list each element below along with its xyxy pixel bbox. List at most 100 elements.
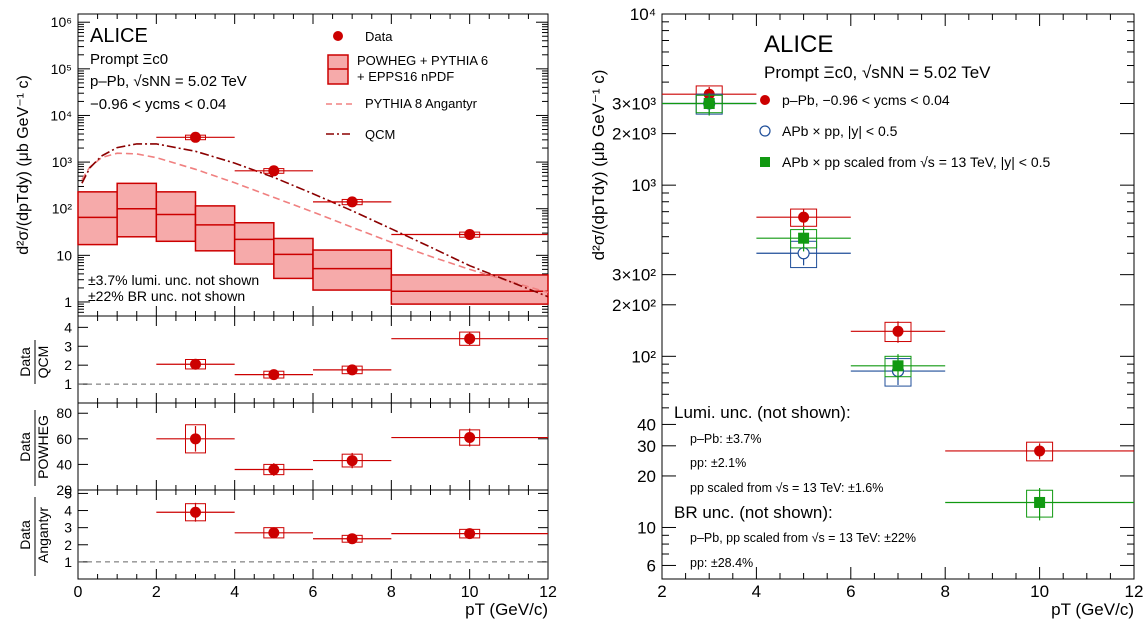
powheg-band-bin [116, 182, 158, 238]
br-note: ±22% BR unc. not shown [88, 288, 245, 304]
series-2-point-syst-box [884, 355, 912, 378]
ratio-point-syst-box [185, 503, 206, 522]
rp-xtick-label: 6 [846, 582, 855, 601]
right-experiment-label: ALICE [764, 31, 833, 58]
powheg-band-bin [273, 237, 314, 280]
lumi-line-pp13: pp scaled from √s = 13 TeV: ±1.6% [690, 481, 883, 495]
left-xtick-label: 6 [309, 584, 318, 601]
rp-xtick-label: 2 [657, 582, 666, 601]
rp-ytick-label: 40 [637, 415, 656, 434]
series-2-point-syst-box [1026, 489, 1054, 518]
ratio-qcm-num: Data [17, 347, 33, 377]
right-particle-label: Prompt Ξc0, √sNN = 5.02 TeV [764, 63, 991, 82]
ratio-ytick-label: 80 [56, 405, 72, 421]
lumi-title: Lumi. unc. (not shown): [674, 403, 851, 422]
br-line-1: p–Pb, pp scaled from √s = 13 TeV: ±22% [690, 531, 916, 545]
rp-ytick-label: 3×10² [612, 266, 656, 285]
ratio-qcm-frame [77, 315, 549, 404]
left-main-data-points [156, 131, 548, 240]
ratio-ytick-label: 2 [64, 357, 72, 373]
left-xtick-label: 8 [387, 584, 396, 601]
ratio-ytick-label: 1 [64, 376, 72, 392]
legend-data-label: Data [365, 29, 393, 44]
left-main-panel: 1 10 10² 10³ 10⁴ 10⁵ 10⁶ ALICE Prompt Ξc0 p–Pb… [15, 13, 549, 579]
rp-xtick-label: 8 [940, 582, 949, 601]
series-2-point-marker [1034, 496, 1046, 508]
rp-ytick-label: 10 [637, 518, 656, 537]
rp-ytick-label: 20 [637, 467, 656, 486]
left-xtick-label: 12 [539, 584, 557, 601]
legend-powheg-label-1: POWHEG + PYTHIA 6 [357, 53, 488, 68]
ratio-point-marker [464, 333, 476, 345]
br-title: BR unc. (not shown): [674, 503, 833, 522]
left-legend: Data POWHEG + PYTHIA 6 + EPPS16 nPDF PYT… [326, 29, 488, 142]
ratio-point-marker [268, 369, 280, 381]
ratio-ytick-label: 40 [56, 456, 72, 472]
right-legend: p–Pb, −0.96 < ycms < 0.04 APb × pp, |y| … [759, 92, 1050, 170]
ratio-ytick-label: 60 [56, 431, 72, 447]
legend-pythia-label: PYTHIA 8 Angantyr [365, 96, 478, 111]
rp-xtick-label: 4 [752, 582, 761, 601]
ratio-point-marker [190, 506, 201, 518]
lm-ytick-label: 1 [64, 294, 72, 310]
lm-ytick-label: 10⁶ [51, 14, 72, 30]
ratio-qcm-content: 1 2 3 4 [64, 319, 548, 392]
rp-ytick-label: 10³ [631, 176, 656, 195]
series-2-point-marker [703, 97, 715, 109]
ratio-panel-powheg: 20 40 60 80 Data POWHEG [17, 402, 549, 498]
series-0-point-marker [892, 325, 904, 337]
powheg-band-bin [194, 205, 236, 252]
legend-qcm-label: QCM [365, 127, 395, 142]
series-0-point-syst-box [1026, 441, 1054, 462]
ratio-point-marker [346, 533, 358, 545]
left-xtick-label: 10 [461, 584, 479, 601]
ratio-powheg-frame [77, 402, 549, 491]
legend-ppb-label: p–Pb, −0.96 < ycms < 0.04 [782, 92, 950, 108]
legend-powheg-label-2: + EPPS16 nPDF [357, 69, 454, 84]
lumi-note: ±3.7% lumi. unc. not shown [88, 272, 259, 288]
left-x-tick-labels: 0 2 4 6 8 10 12 [74, 584, 557, 601]
series-2-point-syst-box [695, 94, 723, 114]
legend-pp-label: APb × pp, |y| < 0.5 [782, 123, 898, 139]
series-0-point-marker [1034, 445, 1046, 457]
lm-ytick-label: 10 [56, 247, 72, 263]
ratio-point-syst-box [459, 331, 481, 346]
ratio-powheg-den: POWHEG [35, 415, 51, 479]
legend-data-marker [333, 31, 343, 41]
data-point-marker [268, 165, 280, 177]
rp-ytick-label: 2×10² [612, 296, 656, 315]
series-2-point-syst-box [790, 229, 818, 249]
legend-ppb-marker [760, 95, 770, 105]
legend-pp13-marker [760, 157, 770, 167]
left-experiment-label: ALICE [90, 25, 148, 47]
rp-ytick-label: 6 [647, 556, 656, 575]
series-0-point-syst-box [884, 321, 912, 343]
data-point-marker [464, 228, 476, 240]
left-xtick-label: 2 [152, 584, 161, 601]
ratio-point-marker [268, 464, 280, 476]
ratio-point-marker [464, 432, 476, 444]
powheg-band [77, 182, 549, 305]
rp-ytick-label: 10² [631, 347, 656, 366]
ratio-ytick-label: 1 [64, 554, 72, 570]
ratio-point-syst-box [341, 453, 363, 468]
legend-pp-marker [759, 125, 771, 137]
powheg-band-bin [390, 274, 549, 305]
right-data-points [662, 85, 1134, 521]
rp-ytick-label: 3×10³ [612, 94, 656, 113]
right-x-axis-title: pT (GeV/c) [1051, 600, 1134, 619]
lm-ytick-label: 10³ [52, 154, 73, 170]
rp-ytick-label: 2×10³ [612, 125, 656, 144]
left-xtick-label: 0 [74, 584, 83, 601]
powheg-band-bin [312, 249, 393, 291]
br-line-2: pp: ±28.4% [690, 556, 753, 570]
ratio-qcm-den: QCM [35, 346, 51, 379]
ratio-point-marker [190, 358, 201, 370]
series-2-point-marker [892, 360, 904, 372]
ratio-ytick-label: 4 [64, 319, 72, 335]
ratio-ytick-label: 5 [64, 485, 72, 501]
data-point-marker [346, 196, 358, 208]
left-rapidity-label: −0.96 < ycms < 0.04 [90, 96, 226, 113]
